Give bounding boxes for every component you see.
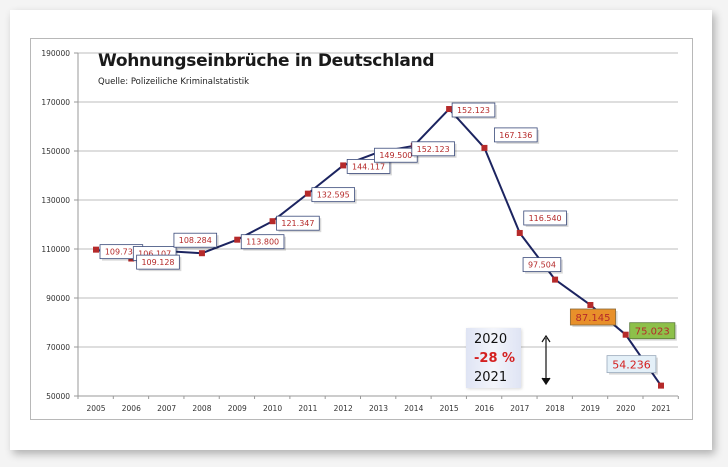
data-label-text: 116.540	[529, 214, 562, 223]
data-point	[446, 106, 453, 113]
data-point	[516, 229, 523, 236]
data-label-text: 167.136	[499, 131, 532, 140]
y-tick-label: 150000	[41, 147, 70, 156]
data-label-text: 121.347	[281, 219, 314, 228]
data-label: 54.236	[606, 355, 658, 375]
data-label-text: 152.123	[417, 145, 450, 154]
axes	[77, 53, 678, 397]
data-point	[234, 236, 241, 243]
data-point	[93, 246, 99, 253]
y-tick-label: 90000	[46, 294, 70, 303]
data-label: 87.145	[569, 308, 618, 327]
data-point	[340, 162, 347, 169]
data-label: 144.117	[346, 159, 392, 176]
x-tick-label: 2007	[157, 404, 176, 413]
data-point	[552, 276, 559, 283]
arrow-up-head	[541, 334, 551, 343]
x-tick-label: 2018	[546, 404, 565, 413]
data-label-text: 97.504	[528, 261, 556, 270]
data-point	[304, 190, 311, 197]
change-annotation: 2020 -28 % 2021	[466, 328, 521, 388]
x-tick-label: 2005	[86, 404, 105, 413]
x-tick-label: 2017	[510, 404, 529, 413]
data-label-text: 144.117	[352, 162, 385, 171]
x-tick-label: 2020	[616, 404, 635, 413]
y-tick-label: 50000	[46, 392, 70, 401]
data-label: 116.540	[523, 210, 569, 227]
x-tick-label: 2012	[334, 404, 353, 413]
data-label: 121.347	[276, 215, 322, 233]
y-axis-ticks: 190000 170000 150000 130000 110000 90000 70000…	[41, 49, 78, 401]
x-tick-label: 2013	[369, 404, 388, 413]
y-tick-label: 110000	[41, 245, 70, 254]
annotation-change: -28 %	[474, 351, 516, 366]
data-label: 149.500	[374, 147, 420, 165]
x-tick-label: 2009	[228, 404, 247, 413]
data-point	[658, 382, 664, 389]
data-label: 113.800	[240, 234, 286, 251]
y-tick-label: 130000	[41, 196, 70, 205]
data-label: 152.123	[411, 141, 457, 158]
data-label-text: 109.128	[141, 258, 174, 267]
data-label: 97.504	[522, 257, 563, 274]
data-label-text: 132.595	[317, 191, 350, 200]
x-tick-label: 2014	[404, 404, 423, 413]
x-axis-ticks: 2005 2006 2007 2008 2009 2010 2011 2012 2013 2014…	[77, 396, 679, 413]
y-tick-label: 190000	[41, 49, 70, 58]
x-tick-label: 2021	[651, 404, 670, 413]
x-tick-label: 2008	[192, 404, 211, 413]
x-tick-label: 2011	[298, 404, 317, 413]
annotation-to-year: 2021	[474, 370, 508, 385]
data-point	[587, 301, 594, 308]
chart-subtitle: Quelle: Polizeiliche Kriminalstatistik	[98, 77, 250, 87]
x-tick-label: 2015	[440, 404, 459, 413]
arrow-down-head	[541, 377, 551, 386]
data-label-text: 152.123	[457, 106, 490, 115]
data-label: 132.595	[311, 187, 357, 204]
data-point	[269, 218, 276, 225]
data-label-text: 54.236	[612, 359, 651, 372]
y-tick-label: 170000	[41, 98, 70, 107]
data-label-text: 109.736	[105, 248, 138, 257]
data-label-text: 87.145	[575, 313, 610, 324]
data-label-text: 75.023	[635, 327, 670, 338]
annotation-from-year: 2020	[474, 332, 508, 347]
data-label: 75.023	[629, 322, 677, 341]
chart-title: Wohnungseinbrüche in Deutschland	[98, 51, 435, 71]
x-tick-label: 2010	[263, 404, 282, 413]
x-tick-label: 2016	[475, 404, 494, 413]
data-label-text: 106.107	[138, 250, 171, 259]
data-point	[481, 144, 488, 151]
data-label: 108.284	[173, 232, 219, 250]
y-tick-label: 70000	[46, 343, 70, 352]
change-arrow	[541, 334, 551, 386]
data-point	[622, 331, 629, 338]
data-label: 109.128	[136, 254, 182, 272]
data-label-text: 149.500	[379, 151, 412, 160]
data-label-text: 113.800	[246, 238, 279, 247]
data-label: 152.123	[451, 102, 497, 120]
x-tick-label: 2006	[122, 404, 141, 413]
data-label: 167.136	[494, 127, 540, 144]
x-tick-label: 2019	[581, 404, 600, 413]
data-label-text: 108.284	[179, 236, 212, 245]
data-point	[198, 250, 205, 257]
